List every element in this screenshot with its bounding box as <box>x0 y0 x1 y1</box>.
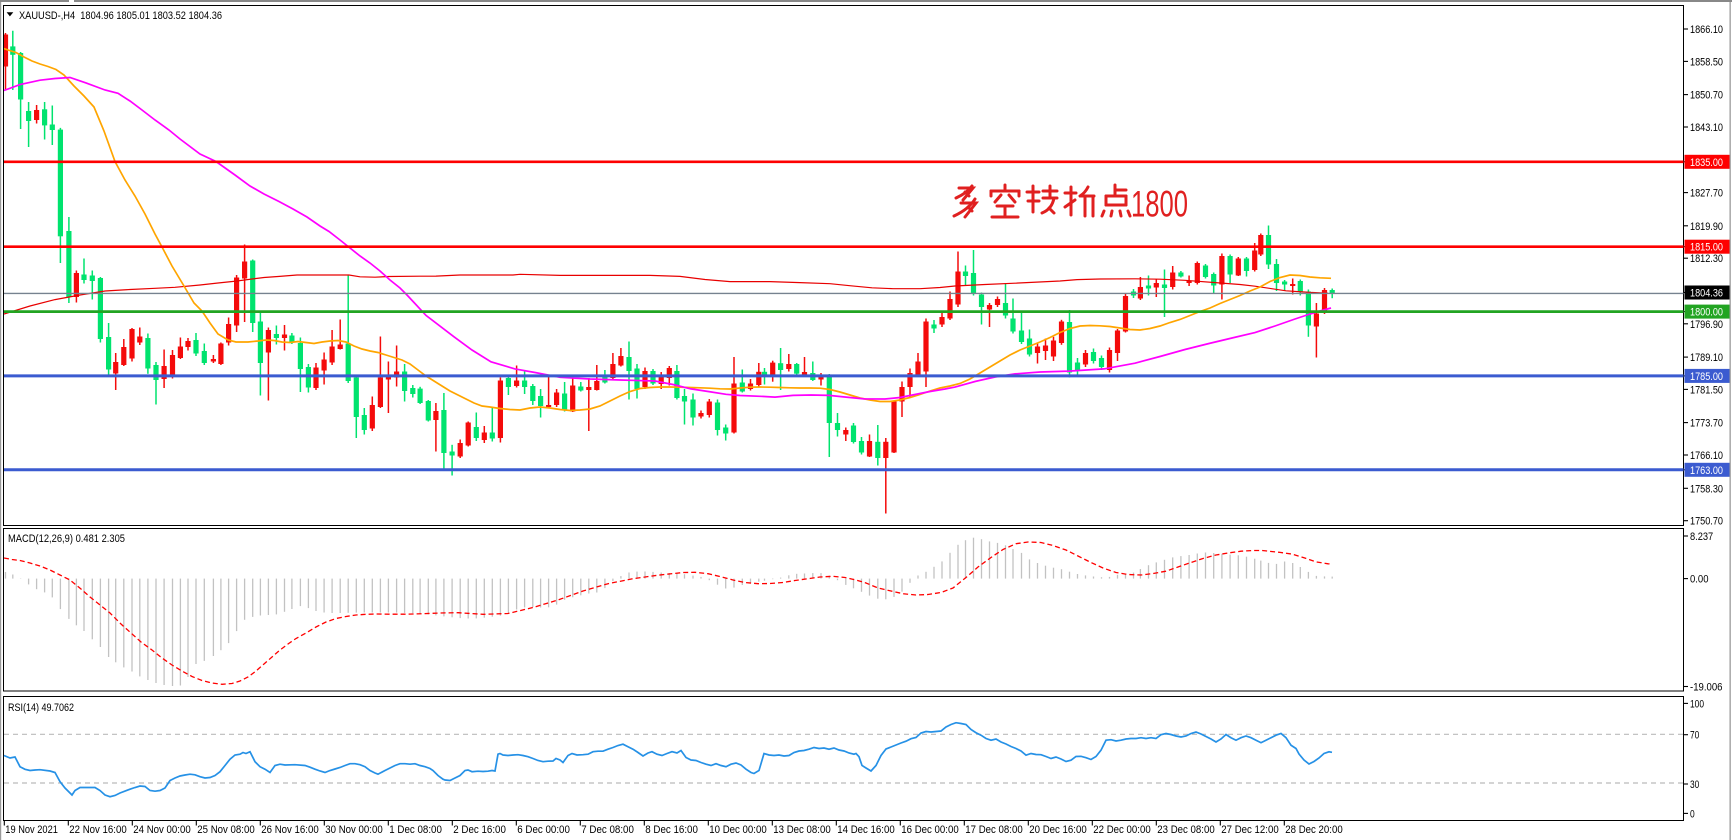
svg-text:25 Nov 08:00: 25 Nov 08:00 <box>197 824 254 836</box>
svg-text:27 Dec 12:00: 27 Dec 12:00 <box>1221 824 1278 836</box>
svg-text:1750.70: 1750.70 <box>1690 516 1723 528</box>
svg-text:19 Nov 2021: 19 Nov 2021 <box>5 824 58 836</box>
svg-text:13 Dec 08:00: 13 Dec 08:00 <box>773 824 830 836</box>
svg-text:MACD(12,26,9) 0.481 2.305: MACD(12,26,9) 0.481 2.305 <box>8 533 125 545</box>
svg-text:100: 100 <box>1690 698 1704 710</box>
svg-text:1866.10: 1866.10 <box>1690 24 1723 36</box>
svg-text:30: 30 <box>1690 779 1699 791</box>
svg-text:24 Nov 00:00: 24 Nov 00:00 <box>133 824 190 836</box>
svg-text:RSI(14) 49.7062: RSI(14) 49.7062 <box>8 702 74 714</box>
svg-text:1800.00: 1800.00 <box>1690 307 1723 319</box>
svg-text:28 Dec 20:00: 28 Dec 20:00 <box>1285 824 1342 836</box>
svg-text:7 Dec 08:00: 7 Dec 08:00 <box>581 824 634 836</box>
svg-text:-19.006: -19.006 <box>1690 682 1723 694</box>
svg-text:14 Dec 16:00: 14 Dec 16:00 <box>837 824 894 836</box>
svg-text:1858.50: 1858.50 <box>1690 56 1723 68</box>
svg-text:1773.70: 1773.70 <box>1690 418 1723 430</box>
svg-text:1850.70: 1850.70 <box>1690 90 1723 102</box>
svg-text:XAUUSD-,H4 1804.96 1805.01 18: XAUUSD-,H4 1804.96 1805.01 1803.52 1804.… <box>19 10 222 22</box>
svg-text:1789.10: 1789.10 <box>1690 352 1723 364</box>
svg-text:17 Dec 08:00: 17 Dec 08:00 <box>965 824 1022 836</box>
svg-text:1815.00: 1815.00 <box>1690 242 1723 254</box>
svg-text:30 Nov 00:00: 30 Nov 00:00 <box>325 824 382 836</box>
svg-text:1796.90: 1796.90 <box>1690 319 1723 331</box>
svg-text:0: 0 <box>1690 808 1695 820</box>
svg-text:1827.70: 1827.70 <box>1690 188 1723 200</box>
svg-text:22 Dec 00:00: 22 Dec 00:00 <box>1093 824 1150 836</box>
svg-text:1819.90: 1819.90 <box>1690 221 1723 233</box>
svg-text:6 Dec 00:00: 6 Dec 00:00 <box>517 824 570 836</box>
svg-text:1781.50: 1781.50 <box>1690 384 1723 396</box>
svg-text:1 Dec 08:00: 1 Dec 08:00 <box>389 824 442 836</box>
svg-text:22 Nov 16:00: 22 Nov 16:00 <box>69 824 126 836</box>
svg-text:1804.36: 1804.36 <box>1690 288 1723 300</box>
svg-text:70: 70 <box>1690 730 1699 742</box>
svg-text:0.00: 0.00 <box>1690 574 1709 586</box>
svg-text:10 Dec 00:00: 10 Dec 00:00 <box>709 824 766 836</box>
svg-text:8.237: 8.237 <box>1690 531 1713 543</box>
svg-text:23 Dec 08:00: 23 Dec 08:00 <box>1157 824 1214 836</box>
svg-text:1800: 1800 <box>1131 184 1188 225</box>
svg-text:8 Dec 16:00: 8 Dec 16:00 <box>645 824 698 836</box>
svg-text:1812.30: 1812.30 <box>1690 253 1723 265</box>
svg-text:1763.00: 1763.00 <box>1690 465 1723 477</box>
svg-text:16 Dec 00:00: 16 Dec 00:00 <box>901 824 958 836</box>
svg-text:1766.10: 1766.10 <box>1690 450 1723 462</box>
svg-text:1758.30: 1758.30 <box>1690 483 1723 495</box>
svg-text:2 Dec 16:00: 2 Dec 16:00 <box>453 824 506 836</box>
svg-text:1785.00: 1785.00 <box>1690 371 1723 383</box>
svg-text:1843.10: 1843.10 <box>1690 122 1723 134</box>
svg-text:26 Nov 16:00: 26 Nov 16:00 <box>261 824 318 836</box>
svg-text:20 Dec 16:00: 20 Dec 16:00 <box>1029 824 1086 836</box>
svg-text:1835.00: 1835.00 <box>1690 157 1723 169</box>
